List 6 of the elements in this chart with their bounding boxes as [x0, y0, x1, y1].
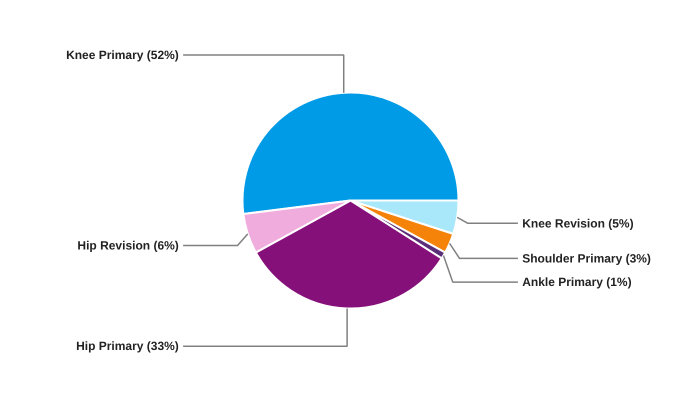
slice-label: Hip Primary (33%) [76, 339, 179, 354]
slice-label: Shoulder Primary (3%) [522, 251, 651, 266]
slice-label: Knee Primary (52%) [66, 48, 179, 62]
slice-label: Hip Revision (6%) [77, 238, 179, 253]
slice-label: Knee Revision (5%) [522, 216, 634, 230]
slice-label: Ankle Primary (1%) [522, 275, 632, 290]
